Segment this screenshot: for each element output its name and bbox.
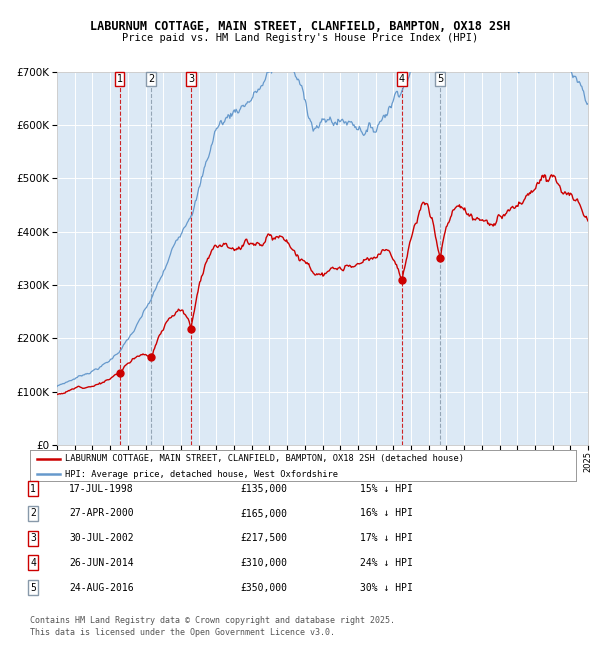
Text: 5: 5 [437, 74, 443, 84]
Text: 30% ↓ HPI: 30% ↓ HPI [360, 582, 413, 593]
Text: 15% ↓ HPI: 15% ↓ HPI [360, 484, 413, 494]
Text: 1: 1 [30, 484, 36, 494]
Text: 17% ↓ HPI: 17% ↓ HPI [360, 533, 413, 543]
Text: £310,000: £310,000 [240, 558, 287, 568]
Text: 2: 2 [30, 508, 36, 519]
Text: £350,000: £350,000 [240, 582, 287, 593]
Text: Contains HM Land Registry data © Crown copyright and database right 2025.: Contains HM Land Registry data © Crown c… [30, 616, 395, 625]
Text: LABURNUM COTTAGE, MAIN STREET, CLANFIELD, BAMPTON, OX18 2SH (detached house): LABURNUM COTTAGE, MAIN STREET, CLANFIELD… [65, 454, 464, 463]
Text: 17-JUL-1998: 17-JUL-1998 [69, 484, 134, 494]
Text: 24-AUG-2016: 24-AUG-2016 [69, 582, 134, 593]
Text: Price paid vs. HM Land Registry's House Price Index (HPI): Price paid vs. HM Land Registry's House … [122, 32, 478, 43]
Text: 26-JUN-2014: 26-JUN-2014 [69, 558, 134, 568]
Text: £135,000: £135,000 [240, 484, 287, 494]
Text: 27-APR-2000: 27-APR-2000 [69, 508, 134, 519]
Text: HPI: Average price, detached house, West Oxfordshire: HPI: Average price, detached house, West… [65, 470, 338, 478]
Text: 4: 4 [30, 558, 36, 568]
Text: 30-JUL-2002: 30-JUL-2002 [69, 533, 134, 543]
Text: This data is licensed under the Open Government Licence v3.0.: This data is licensed under the Open Gov… [30, 628, 335, 637]
Text: £217,500: £217,500 [240, 533, 287, 543]
Text: 2: 2 [148, 74, 154, 84]
Text: 24% ↓ HPI: 24% ↓ HPI [360, 558, 413, 568]
Text: 1: 1 [116, 74, 123, 84]
Text: 3: 3 [188, 74, 194, 84]
Text: 5: 5 [30, 582, 36, 593]
Text: 3: 3 [30, 533, 36, 543]
Text: 16% ↓ HPI: 16% ↓ HPI [360, 508, 413, 519]
Text: £165,000: £165,000 [240, 508, 287, 519]
Text: LABURNUM COTTAGE, MAIN STREET, CLANFIELD, BAMPTON, OX18 2SH: LABURNUM COTTAGE, MAIN STREET, CLANFIELD… [90, 20, 510, 32]
Text: 4: 4 [399, 74, 405, 84]
